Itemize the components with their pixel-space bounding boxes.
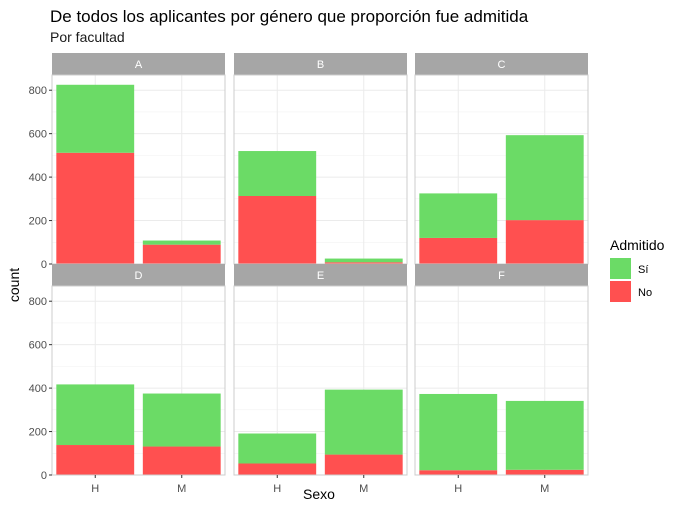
bar-si-e-h xyxy=(238,433,317,464)
x-tick-label: H xyxy=(273,483,281,495)
bar-si-a-h xyxy=(56,84,135,153)
bar-si-b-m xyxy=(324,258,403,263)
x-axis-title: Sexo xyxy=(303,486,335,502)
bar-si-a-m xyxy=(142,240,221,245)
facet-panel-f: F xyxy=(414,264,589,476)
bar-si-f-h xyxy=(419,393,498,471)
x-tick-label: M xyxy=(540,483,549,495)
y-tick-label: 400 xyxy=(29,383,47,395)
y-axes: 0 200 400 600 800 0 200 400 600 800 xyxy=(29,85,52,482)
y-tick-label: 600 xyxy=(29,340,47,352)
facet-panel-c: C xyxy=(414,53,589,265)
bar-si-d-h xyxy=(56,384,135,446)
bar-si-d-m xyxy=(142,393,221,447)
bar-no-d-m xyxy=(142,446,221,475)
y-tick-label: 200 xyxy=(29,427,47,439)
facet-strip-label: A xyxy=(135,59,143,71)
legend-label-no: No xyxy=(638,287,652,299)
facet-strip xyxy=(415,264,588,286)
bar-no-d-h xyxy=(56,445,135,475)
y-tick-label: 0 xyxy=(41,259,47,271)
facet-panel-e: E xyxy=(233,264,408,476)
bar-no-a-m xyxy=(142,244,221,264)
bar-no-c-m xyxy=(505,220,584,264)
bar-si-f-m xyxy=(505,400,584,470)
facet-panel-a: A xyxy=(51,53,226,265)
panel-border xyxy=(233,285,408,476)
facet-strip xyxy=(234,53,407,75)
legend-key-si xyxy=(610,258,631,279)
facet-panel-b: B xyxy=(233,53,408,265)
facet-strip-label: D xyxy=(135,270,143,282)
bar-si-c-h xyxy=(419,193,498,238)
x-tick-label: M xyxy=(359,483,368,495)
facet-strip xyxy=(415,53,588,75)
facet-panel-d: D xyxy=(51,264,226,476)
y-tick-label: 600 xyxy=(29,129,47,141)
facet-strip xyxy=(52,264,225,286)
y-tick-label: 400 xyxy=(29,172,47,184)
facet-strip-label: E xyxy=(317,270,324,282)
facet-panels: A B C D E F xyxy=(51,53,589,476)
bar-si-e-m xyxy=(324,389,403,455)
bar-no-f-m xyxy=(505,469,584,475)
x-tick-label: M xyxy=(177,483,186,495)
bar-no-c-h xyxy=(419,237,498,264)
facet-strip xyxy=(52,53,225,75)
bar-no-b-h xyxy=(238,196,317,264)
y-tick-label: 800 xyxy=(29,296,47,308)
legend-label-si: Sí xyxy=(638,264,648,276)
y-tick-label: 800 xyxy=(29,85,47,97)
x-tick-label: H xyxy=(454,483,462,495)
bar-no-a-h xyxy=(56,152,135,264)
y-axis-title: count xyxy=(6,268,22,302)
bar-si-c-m xyxy=(505,135,584,221)
bar-no-f-h xyxy=(419,470,498,475)
x-tick-label: H xyxy=(91,483,99,495)
y-tick-label: 0 xyxy=(41,470,47,482)
bar-no-e-h xyxy=(238,463,317,475)
bar-si-b-h xyxy=(238,151,317,197)
legend-title: Admitido xyxy=(610,237,665,253)
legend: Admitido Sí No xyxy=(610,237,665,302)
facet-strip-label: B xyxy=(317,59,324,71)
legend-key-no xyxy=(610,281,631,302)
bar-no-e-m xyxy=(324,454,403,475)
panel-border xyxy=(51,285,226,476)
panel-border xyxy=(414,285,589,476)
facet-strip-label: F xyxy=(498,270,505,282)
bar-no-b-m xyxy=(324,262,403,264)
facet-strip-label: C xyxy=(498,59,506,71)
y-tick-label: 200 xyxy=(29,216,47,228)
chart-title: De todos los aplicantes por género que p… xyxy=(50,7,529,26)
chart-subtitle: Por facultad xyxy=(50,29,125,45)
facet-strip xyxy=(234,264,407,286)
